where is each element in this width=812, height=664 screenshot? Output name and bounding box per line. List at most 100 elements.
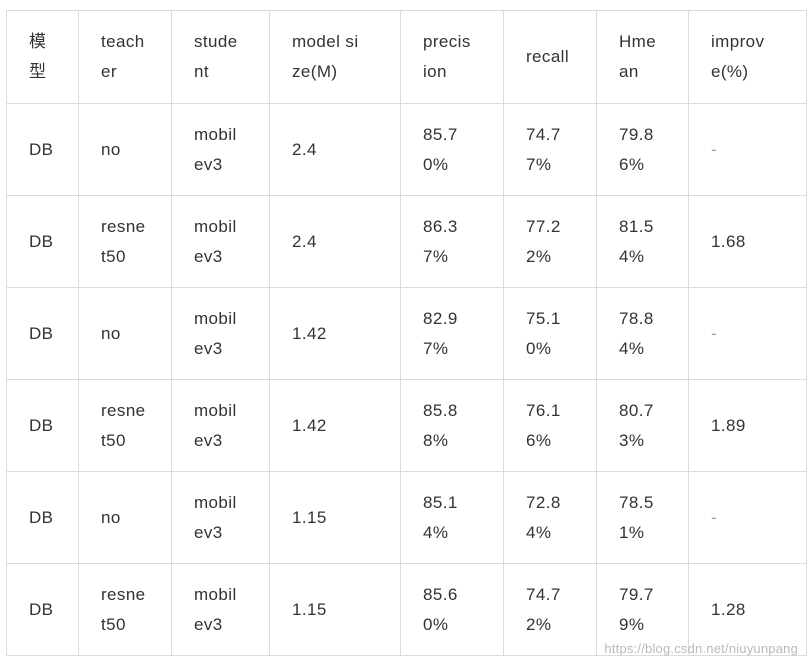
table-row: DB resne t50 mobil ev3 1.15 85.6 0% 74.7… xyxy=(6,563,807,656)
cell-precision: 85.1 4% xyxy=(400,471,504,564)
cell-student: mobil ev3 xyxy=(171,471,270,564)
header-cell-recall: recall xyxy=(503,10,597,104)
cell-precision: 85.7 0% xyxy=(400,103,504,196)
header-cell-teacher: teach er xyxy=(78,10,172,104)
cell-improve: 1.89 xyxy=(688,379,807,472)
cell-recall: 74.7 2% xyxy=(503,563,597,656)
cell-precision: 86.3 7% xyxy=(400,195,504,288)
cell-text: - xyxy=(711,139,718,159)
watermark-text: https://blog.csdn.net/niuyunpang xyxy=(604,641,798,656)
cell-model: DB xyxy=(6,379,79,472)
cell-text: 1.15 xyxy=(292,599,327,619)
table-row: DB no mobil ev3 1.15 85.1 4% 72.8 4% 78.… xyxy=(6,471,807,564)
cell-teacher: resne t50 xyxy=(78,379,172,472)
cell-text: 2.4 xyxy=(292,139,317,159)
cell-text: no xyxy=(101,323,121,343)
results-table: 模 型 teach er stude nt model si ze(M) pre… xyxy=(6,10,807,656)
cell-model-size: 2.4 xyxy=(269,195,401,288)
cell-text: - xyxy=(711,323,718,343)
header-cell-model-size: model si ze(M) xyxy=(269,10,401,104)
cell-recall: 74.7 7% xyxy=(503,103,597,196)
cell-hmean: 80.7 3% xyxy=(596,379,689,472)
cell-text: 77.2 2% xyxy=(526,216,561,266)
header-cell-improve: improv e(%) xyxy=(688,10,807,104)
cell-text: 78.5 1% xyxy=(619,492,654,542)
table-row: DB resne t50 mobil ev3 2.4 86.3 7% 77.2 … xyxy=(6,195,807,288)
cell-text: no xyxy=(101,507,121,527)
header-label: Hme an xyxy=(619,32,657,81)
cell-text: mobil ev3 xyxy=(194,584,237,634)
header-label: 模 型 xyxy=(29,32,47,81)
cell-improve: - xyxy=(688,471,807,564)
header-cell-model: 模 型 xyxy=(6,10,79,104)
cell-text: no xyxy=(101,139,121,159)
cell-text: 79.7 9% xyxy=(619,584,654,634)
cell-text: 85.8 8% xyxy=(423,400,458,450)
header-label: stude nt xyxy=(194,32,238,81)
cell-text: DB xyxy=(29,139,54,159)
cell-improve: - xyxy=(688,103,807,196)
cell-model: DB xyxy=(6,563,79,656)
cell-model-size: 1.15 xyxy=(269,471,401,564)
cell-hmean: 79.7 9% xyxy=(596,563,689,656)
cell-recall: 75.1 0% xyxy=(503,287,597,380)
cell-text: 82.9 7% xyxy=(423,308,458,358)
table-row: DB resne t50 mobil ev3 1.42 85.8 8% 76.1… xyxy=(6,379,807,472)
cell-text: DB xyxy=(29,599,54,619)
cell-text: resne t50 xyxy=(101,400,146,450)
cell-hmean: 79.8 6% xyxy=(596,103,689,196)
table-row: DB no mobil ev3 2.4 85.7 0% 74.7 7% 79.8… xyxy=(6,103,807,196)
header-cell-precision: precis ion xyxy=(400,10,504,104)
cell-text: DB xyxy=(29,231,54,251)
cell-model-size: 2.4 xyxy=(269,103,401,196)
cell-model-size: 1.42 xyxy=(269,379,401,472)
cell-recall: 72.8 4% xyxy=(503,471,597,564)
header-label: recall xyxy=(526,47,570,66)
header-label: model si ze(M) xyxy=(292,32,359,81)
cell-text: 1.42 xyxy=(292,323,327,343)
cell-recall: 77.2 2% xyxy=(503,195,597,288)
cell-hmean: 81.5 4% xyxy=(596,195,689,288)
cell-model-size: 1.42 xyxy=(269,287,401,380)
cell-text: 1.68 xyxy=(711,231,746,251)
cell-model: DB xyxy=(6,471,79,564)
cell-student: mobil ev3 xyxy=(171,287,270,380)
cell-text: - xyxy=(711,507,718,527)
cell-teacher: resne t50 xyxy=(78,563,172,656)
cell-teacher: no xyxy=(78,287,172,380)
cell-text: mobil ev3 xyxy=(194,124,237,174)
cell-text: mobil ev3 xyxy=(194,216,237,266)
cell-text: DB xyxy=(29,323,54,343)
cell-text: 76.1 6% xyxy=(526,400,561,450)
cell-improve: 1.28 xyxy=(688,563,807,656)
header-label: precis ion xyxy=(423,32,471,81)
cell-student: mobil ev3 xyxy=(171,379,270,472)
table-header-row: 模 型 teach er stude nt model si ze(M) pre… xyxy=(6,10,807,104)
cell-hmean: 78.5 1% xyxy=(596,471,689,564)
cell-text: 74.7 7% xyxy=(526,124,561,174)
cell-text: 1.89 xyxy=(711,415,746,435)
cell-model: DB xyxy=(6,195,79,288)
cell-improve: 1.68 xyxy=(688,195,807,288)
cell-text: DB xyxy=(29,507,54,527)
cell-teacher: no xyxy=(78,471,172,564)
cell-recall: 76.1 6% xyxy=(503,379,597,472)
cell-model-size: 1.15 xyxy=(269,563,401,656)
cell-text: 72.8 4% xyxy=(526,492,561,542)
cell-text: 78.8 4% xyxy=(619,308,654,358)
cell-text: mobil ev3 xyxy=(194,308,237,358)
cell-text: 1.42 xyxy=(292,415,327,435)
cell-student: mobil ev3 xyxy=(171,195,270,288)
cell-text: 1.28 xyxy=(711,599,746,619)
cell-teacher: no xyxy=(78,103,172,196)
cell-model: DB xyxy=(6,103,79,196)
cell-text: 85.1 4% xyxy=(423,492,458,542)
cell-hmean: 78.8 4% xyxy=(596,287,689,380)
table-row: DB no mobil ev3 1.42 82.9 7% 75.1 0% 78.… xyxy=(6,287,807,380)
cell-text: 2.4 xyxy=(292,231,317,251)
cell-text: 79.8 6% xyxy=(619,124,654,174)
cell-text: 74.7 2% xyxy=(526,584,561,634)
cell-precision: 85.6 0% xyxy=(400,563,504,656)
cell-text: mobil ev3 xyxy=(194,492,237,542)
header-cell-hmean: Hme an xyxy=(596,10,689,104)
